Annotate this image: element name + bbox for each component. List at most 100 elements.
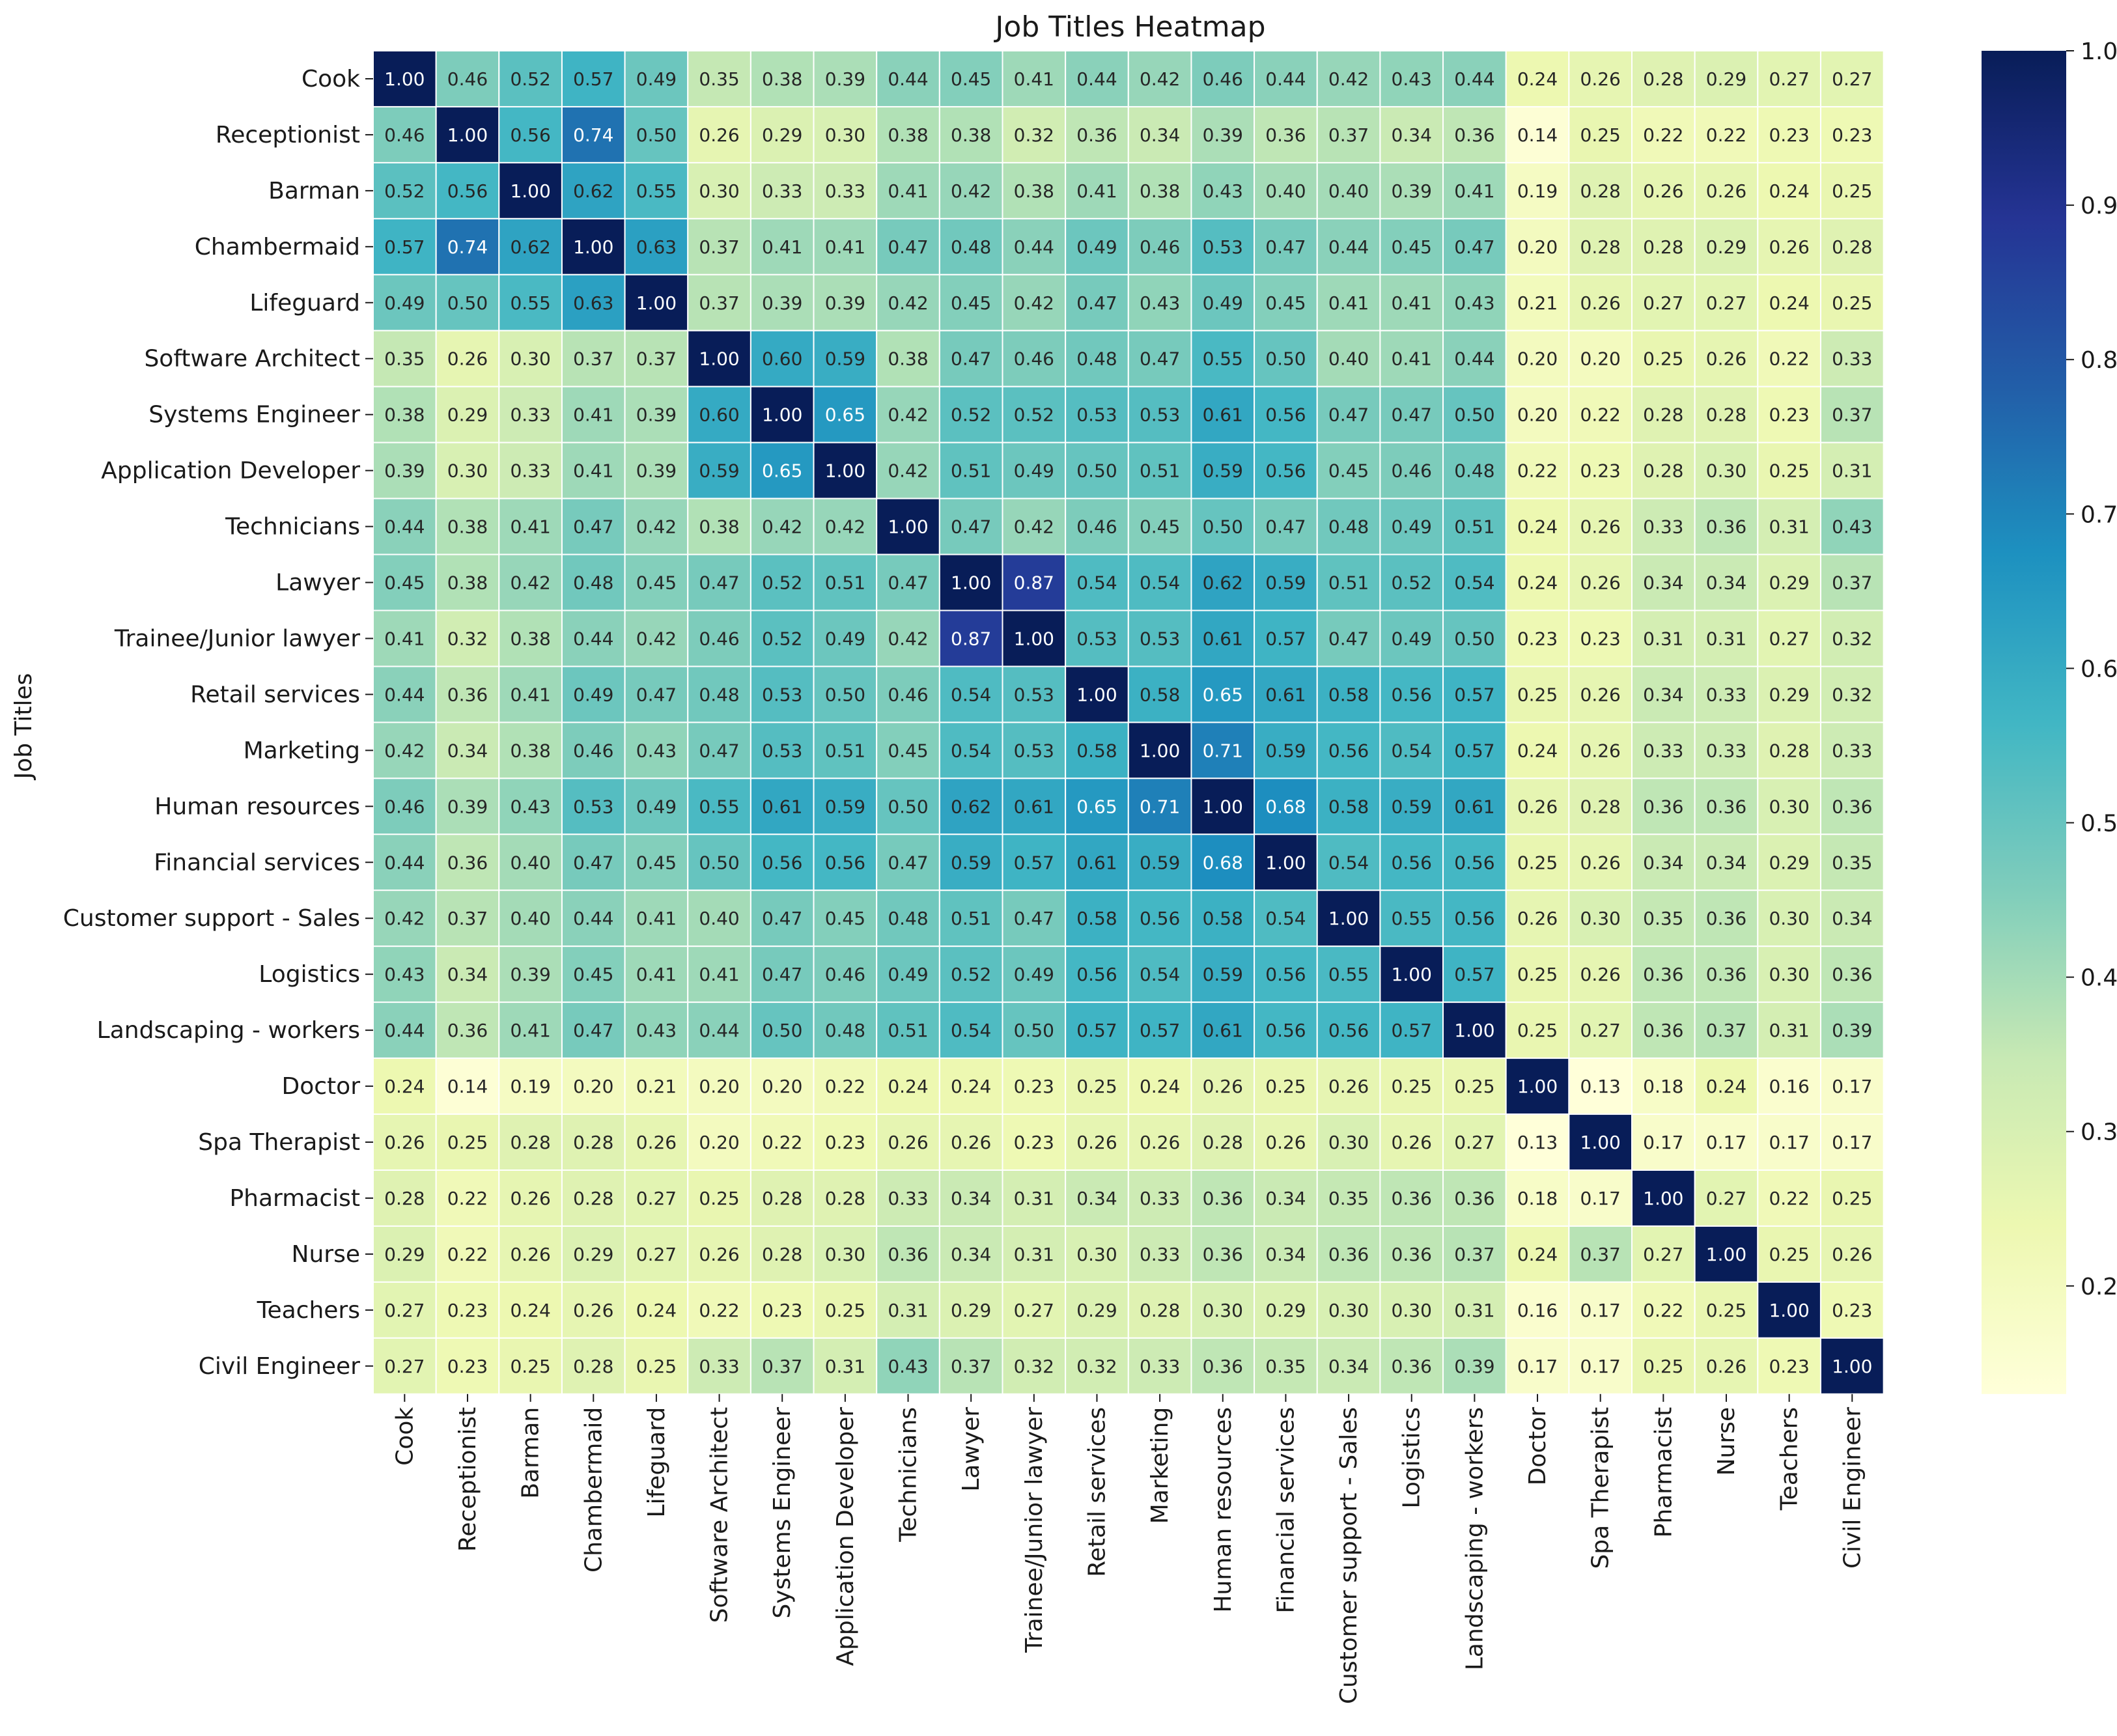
heatmap-cell [876, 609, 940, 667]
heatmap-cell [561, 553, 626, 611]
cell-value-label: 0.25 [1769, 1244, 1809, 1265]
heatmap-cell [876, 1001, 940, 1059]
cell-value-label: 0.29 [573, 1244, 613, 1265]
cell-value-label: 0.23 [1769, 1356, 1809, 1377]
heatmap-cell [1254, 497, 1318, 555]
cell-value-label: 0.28 [1580, 796, 1621, 817]
heatmap-cell [1819, 50, 1885, 107]
heatmap-cell [1254, 777, 1318, 835]
cell-value-label: 0.45 [951, 292, 991, 314]
heatmap-cell [1757, 945, 1821, 1003]
cell-value-label: 0.34 [1392, 124, 1432, 146]
cell-value-label: 0.42 [888, 292, 928, 314]
cell-value-label: 0.55 [1392, 908, 1432, 929]
cell-value-label: 0.39 [636, 460, 677, 482]
cell-value-label: 0.26 [1580, 572, 1621, 594]
cell-value-label: 0.59 [699, 460, 739, 482]
heatmap-cell [1065, 273, 1129, 331]
heatmap-cell [1127, 945, 1192, 1003]
cell-value-label: 0.45 [1328, 460, 1369, 482]
cell-value-label: 0.46 [825, 964, 865, 985]
cell-value-label: 0.48 [573, 572, 613, 594]
cell-value-label: 0.48 [825, 1020, 865, 1041]
cell-value-label: 0.50 [888, 796, 928, 817]
cell-value-label: 0.52 [951, 964, 991, 985]
heatmap-cell [1002, 441, 1067, 499]
cell-value-label: 0.43 [1140, 292, 1180, 314]
cell-value-label: 0.14 [447, 1076, 488, 1097]
heatmap-cell [1127, 1113, 1192, 1171]
heatmap-cell [1757, 50, 1821, 107]
heatmap-cell [435, 665, 500, 723]
cell-value-label: 0.51 [951, 908, 991, 929]
cell-value-label: 0.47 [636, 684, 677, 705]
cell-value-label: 1.00 [1265, 852, 1306, 873]
cell-value-label: 0.23 [1580, 628, 1621, 649]
heatmap-cell [1254, 889, 1318, 947]
cell-value-label: 0.22 [447, 1188, 488, 1209]
cell-value-label: 0.26 [699, 1244, 739, 1265]
cell-value-label: 0.54 [1140, 572, 1180, 594]
heatmap-cell [1505, 833, 1570, 891]
heatmap-cell [813, 441, 878, 499]
cell-value-label: 0.33 [762, 180, 802, 202]
cell-value-label: 1.00 [888, 516, 928, 538]
y-tick-label: Pharmacist [229, 1185, 360, 1212]
cell-value-label: 0.25 [1580, 124, 1621, 146]
cell-value-label: 0.44 [1328, 236, 1369, 258]
cell-value-label: 0.27 [1643, 292, 1683, 314]
heatmap-cell [561, 497, 626, 555]
heatmap-cell [1065, 497, 1129, 555]
cell-value-label: 0.40 [510, 908, 550, 929]
y-tick-label: Nurse [292, 1241, 360, 1268]
cell-value-label: 0.32 [1832, 684, 1872, 705]
cell-value-label: 0.47 [699, 572, 739, 594]
heatmap-cell [1379, 665, 1444, 723]
heatmap-cell [1631, 217, 1696, 275]
cell-value-label: 0.30 [1203, 1300, 1243, 1321]
cell-value-label: 0.18 [1643, 1076, 1683, 1097]
cell-value-label: 0.65 [825, 404, 865, 426]
cell-value-label: 0.53 [1140, 628, 1180, 649]
cell-value-label: 0.17 [1580, 1188, 1621, 1209]
heatmap-cell [1568, 777, 1633, 835]
cell-value-label: 0.22 [699, 1300, 739, 1321]
cell-value-label: 0.25 [1076, 1076, 1117, 1097]
cell-value-label: 0.24 [636, 1300, 677, 1321]
cell-value-label: 0.62 [1203, 572, 1243, 594]
cell-value-label: 0.23 [1832, 124, 1872, 146]
heatmap-cell [1190, 385, 1255, 443]
heatmap-cell [1379, 833, 1444, 891]
heatmap-cell [687, 945, 751, 1003]
heatmap-cell [1379, 497, 1444, 555]
cell-value-label: 0.65 [1076, 796, 1117, 817]
heatmap-cell [813, 161, 878, 219]
heatmap-cell [1442, 1001, 1507, 1059]
cell-value-label: 0.29 [1076, 1300, 1117, 1321]
heatmap-cell [435, 105, 500, 163]
cell-value-label: 0.26 [1580, 740, 1621, 761]
cell-value-label: 1.00 [510, 180, 550, 202]
cell-value-label: 0.53 [1076, 628, 1117, 649]
heatmap-cell [1505, 1337, 1570, 1395]
heatmap-cell [1002, 833, 1067, 891]
cell-value-label: 0.30 [1769, 796, 1809, 817]
cell-value-label: 0.30 [825, 1244, 865, 1265]
cell-value-label: 0.25 [1517, 964, 1558, 985]
cell-value-label: 0.36 [1076, 124, 1117, 146]
cell-value-label: 0.56 [1328, 740, 1369, 761]
heatmap-cell [1065, 329, 1129, 387]
cell-value-label: 0.20 [1517, 404, 1558, 426]
y-axis-label: Job Titles [10, 673, 37, 781]
cell-value-label: 0.40 [699, 908, 739, 929]
cell-value-label: 0.48 [951, 236, 991, 258]
heatmap-cell [687, 1057, 751, 1115]
cell-value-label: 0.41 [1014, 68, 1054, 90]
heatmap-cell [750, 441, 815, 499]
heatmap-cell [1127, 665, 1192, 723]
cell-value-label: 0.61 [1454, 796, 1494, 817]
heatmap-cell [435, 497, 500, 555]
cell-value-label: 0.36 [1832, 796, 1872, 817]
cell-value-label: 0.46 [1076, 516, 1117, 538]
cell-value-label: 0.27 [1643, 1244, 1683, 1265]
